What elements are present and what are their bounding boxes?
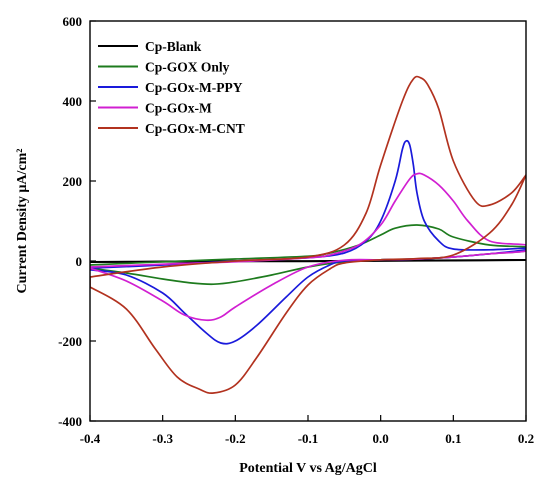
y-tick-label: -400 — [58, 414, 82, 429]
legend-label-cp-gox-only: Cp-GOX Only — [145, 60, 230, 75]
y-tick-label: 0 — [76, 254, 83, 269]
y-axis-title: Current Density µA/cm² — [15, 149, 30, 294]
x-tick-label: 0.0 — [373, 431, 389, 446]
x-tick-label: -0.2 — [225, 431, 246, 446]
x-axis-title: Potential V vs Ag/AgCl — [239, 461, 377, 476]
legend: Cp-Blank Cp-GOX Only Cp-GOx-M-PPY Cp-GOx-M C… — [98, 39, 245, 136]
x-tick-label: 0.1 — [445, 431, 461, 446]
y-tick-label: 400 — [63, 94, 83, 109]
series-line-cp-gox-m — [90, 172, 526, 322]
y-tick-label: -200 — [58, 334, 82, 349]
x-tick-label: 0.2 — [518, 431, 534, 446]
legend-label-cp-gox-m: Cp-GOx-M — [145, 101, 212, 116]
legend-label-cp-gox-m-ppy: Cp-GOx-M-PPY — [145, 80, 243, 95]
y-tick-label: 200 — [63, 174, 83, 189]
series-line-cp-gox-m-cnt — [90, 75, 526, 394]
x-tick-label: -0.1 — [298, 431, 319, 446]
legend-label-cp-blank: Cp-Blank — [145, 39, 202, 54]
x-tick-label: -0.4 — [80, 431, 101, 446]
x-tick-label: -0.3 — [152, 431, 173, 446]
series-line-cp-gox-m-ppy — [90, 139, 526, 345]
legend-label-cp-gox-m-cnt: Cp-GOx-M-CNT — [145, 121, 245, 136]
axes: -0.4 -0.3 -0.2 -0.1 0.0 0.1 0.2 -400 -200 0 200 400… — [58, 14, 534, 446]
plot-area — [90, 75, 526, 394]
y-tick-label: 600 — [63, 14, 83, 29]
